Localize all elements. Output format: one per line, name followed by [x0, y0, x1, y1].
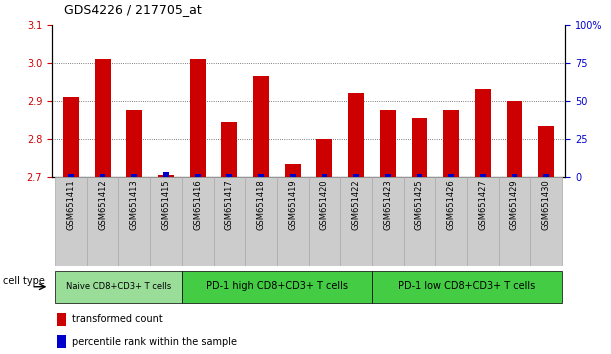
Text: GSM651415: GSM651415	[161, 180, 170, 230]
Bar	[475, 90, 491, 177]
Bar	[385, 174, 390, 177]
Text: GSM651420: GSM651420	[320, 180, 329, 230]
Text: GSM651412: GSM651412	[98, 180, 107, 230]
Bar	[435, 177, 467, 266]
Bar	[285, 164, 301, 177]
Bar	[150, 177, 182, 266]
Text: transformed count: transformed count	[73, 314, 163, 325]
Text: GSM651416: GSM651416	[193, 180, 202, 230]
Text: GSM651411: GSM651411	[67, 180, 75, 230]
Bar	[480, 174, 486, 177]
Bar	[443, 110, 459, 177]
Bar	[190, 59, 205, 177]
Bar	[448, 174, 454, 177]
Bar	[131, 174, 137, 177]
Text: PD-1 low CD8+CD3+ T cells: PD-1 low CD8+CD3+ T cells	[398, 281, 536, 291]
Text: GSM651418: GSM651418	[257, 180, 266, 230]
Bar	[158, 175, 174, 177]
Bar	[348, 93, 364, 177]
Text: Naive CD8+CD3+ T cells: Naive CD8+CD3+ T cells	[66, 281, 171, 291]
Bar	[227, 174, 232, 177]
Text: GSM651426: GSM651426	[447, 180, 456, 230]
Bar	[221, 122, 237, 177]
Bar	[68, 174, 74, 177]
Bar	[126, 110, 142, 177]
Bar	[507, 101, 522, 177]
Text: PD-1 high CD8+CD3+ T cells: PD-1 high CD8+CD3+ T cells	[206, 281, 348, 291]
Bar	[182, 271, 372, 303]
Bar	[258, 174, 264, 177]
Bar	[530, 177, 562, 266]
Bar	[57, 335, 67, 348]
Bar	[213, 177, 245, 266]
Text: GSM651413: GSM651413	[130, 180, 139, 230]
Bar	[372, 271, 562, 303]
Text: cell type: cell type	[2, 276, 45, 286]
Bar	[290, 174, 296, 177]
Bar	[467, 177, 499, 266]
Bar	[182, 177, 213, 266]
Bar	[277, 177, 309, 266]
Bar	[309, 177, 340, 266]
Bar	[543, 174, 549, 177]
Bar	[340, 177, 372, 266]
Text: GSM651417: GSM651417	[225, 180, 234, 230]
Text: GSM651423: GSM651423	[383, 180, 392, 230]
Bar	[55, 177, 87, 266]
Bar	[245, 177, 277, 266]
Text: GDS4226 / 217705_at: GDS4226 / 217705_at	[64, 3, 202, 16]
Bar	[57, 313, 67, 326]
Bar	[316, 139, 332, 177]
Bar	[95, 59, 111, 177]
Bar	[63, 97, 79, 177]
Bar	[372, 177, 404, 266]
Text: GSM651430: GSM651430	[542, 180, 551, 230]
Bar	[87, 177, 119, 266]
Bar	[100, 174, 106, 177]
Bar	[511, 174, 518, 177]
Text: GSM651425: GSM651425	[415, 180, 424, 230]
Bar	[353, 174, 359, 177]
Bar	[417, 174, 422, 177]
Bar	[538, 126, 554, 177]
Bar	[119, 177, 150, 266]
Bar	[321, 174, 327, 177]
Bar	[163, 172, 169, 177]
Bar	[55, 271, 182, 303]
Bar	[499, 177, 530, 266]
Text: percentile rank within the sample: percentile rank within the sample	[73, 337, 238, 347]
Text: GSM651422: GSM651422	[351, 180, 360, 230]
Bar	[404, 177, 435, 266]
Text: GSM651429: GSM651429	[510, 180, 519, 230]
Bar	[412, 118, 427, 177]
Bar	[195, 174, 200, 177]
Bar	[253, 76, 269, 177]
Text: GSM651419: GSM651419	[288, 180, 297, 230]
Bar	[380, 110, 396, 177]
Text: GSM651427: GSM651427	[478, 180, 488, 230]
